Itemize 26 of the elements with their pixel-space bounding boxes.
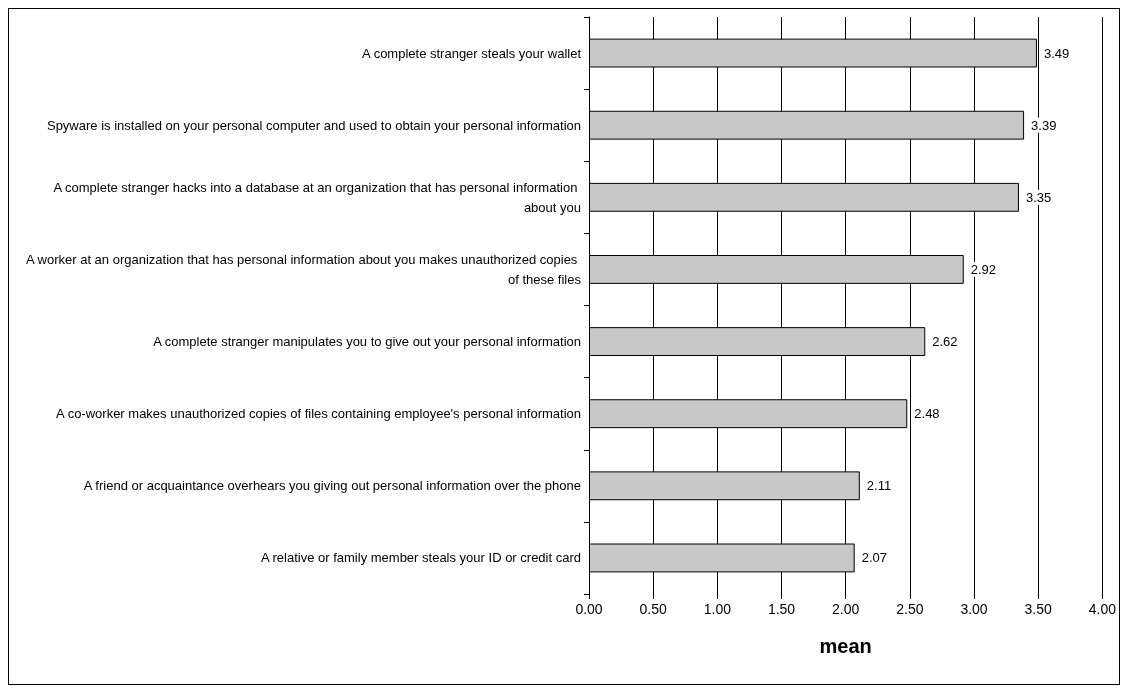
x-tick-label: 1.00 — [703, 601, 732, 617]
data-label: 3.39 — [1031, 117, 1057, 133]
x-tick-label: 0.50 — [639, 601, 668, 617]
x-tick-label: 2.00 — [832, 601, 860, 617]
x-tick-label: 3.50 — [1024, 601, 1053, 617]
y-tick-label: A complete stranger hacks into a database at an organization that has personal information about you — [53, 179, 581, 215]
x-tick-label: 0.00 — [575, 601, 603, 617]
x-tick-label: 4.00 — [1088, 601, 1117, 617]
x-tick-label: 1.50 — [767, 601, 796, 617]
y-tick-label: A relative or family member steals your ID or credit card — [260, 550, 581, 566]
data-label: 3.49 — [1043, 45, 1070, 61]
data-label: 2.07 — [861, 550, 887, 566]
y-tick-label: Spyware is installed on your personal computer and used to obtain your personal information — [46, 117, 581, 133]
y-tick-label: A co-worker makes unauthorized copies of files containing employee's personal information — [56, 406, 581, 422]
y-tick-label: A friend or acquaintance overhears you giving out personal information over the phone — [83, 478, 581, 494]
y-tick-label: A complete stranger steals your wallet — [362, 45, 582, 61]
y-tick-label: A complete stranger manipulates you to give out your personal information — [153, 334, 581, 350]
x-tick-label: 3.00 — [960, 601, 988, 617]
data-label: 3.35 — [1025, 189, 1052, 205]
data-label: 2.11 — [866, 478, 892, 494]
x-tick-label: 2.50 — [896, 601, 924, 617]
data-label: 2.48 — [914, 406, 940, 422]
data-label: 2.92 — [970, 261, 997, 277]
y-tick-label: A worker at an organization that has personal information about you makes unauthorized copies of these files — [25, 251, 582, 287]
x-axis-title: mean — [819, 635, 872, 657]
data-label: 2.62 — [932, 334, 958, 350]
